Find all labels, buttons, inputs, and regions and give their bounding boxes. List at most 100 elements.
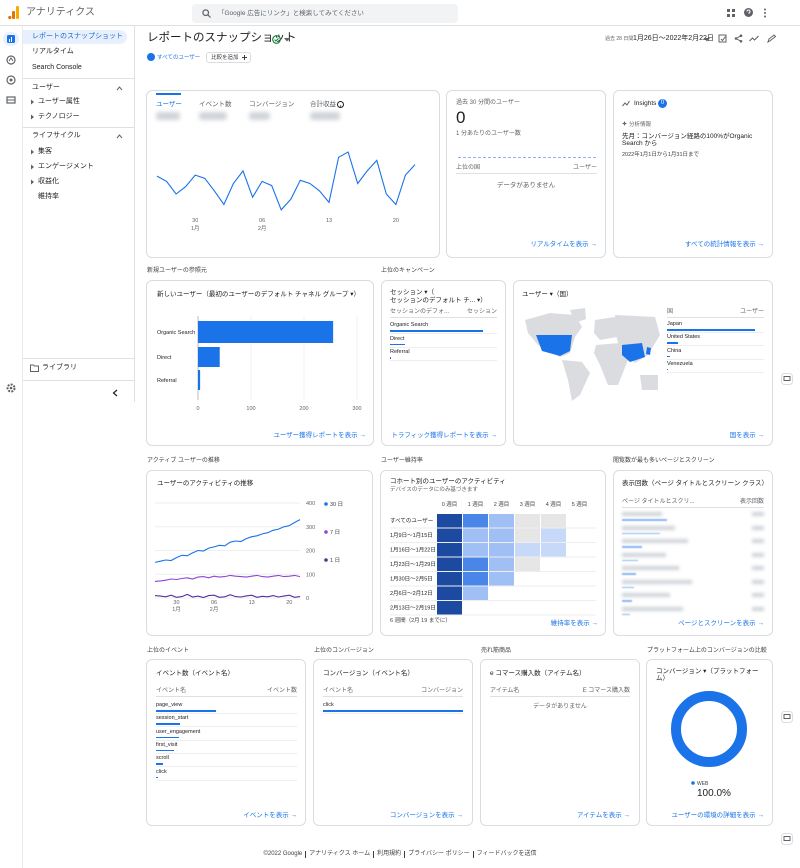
rail-explore[interactable] bbox=[6, 55, 16, 65]
share-icon[interactable] bbox=[734, 34, 743, 43]
metric-tab[interactable]: 合計収益 bbox=[310, 101, 336, 108]
apps-icon[interactable] bbox=[727, 9, 735, 17]
folder-icon[interactable] bbox=[30, 364, 39, 372]
link[interactable]: ユーザーの環境の詳細を表示 → bbox=[671, 812, 764, 819]
legend-label: 1 日 bbox=[330, 557, 340, 564]
search-icon[interactable] bbox=[202, 9, 211, 18]
insights-icon[interactable] bbox=[749, 34, 760, 43]
expand-arrow[interactable] bbox=[30, 179, 35, 185]
link[interactable]: ページとスクリーンを表示 → bbox=[678, 620, 764, 627]
footer-link[interactable]: 利用規約 bbox=[373, 851, 404, 858]
search-placeholder[interactable]: 「Google 広告にリンク」と検索してみてください bbox=[218, 10, 364, 17]
row-divider bbox=[390, 360, 497, 361]
link[interactable]: トラフィック獲得レポートを表示 → bbox=[391, 432, 497, 439]
feedback-icon[interactable] bbox=[781, 711, 793, 723]
add-icon[interactable] bbox=[242, 55, 247, 60]
nav-group-title[interactable]: ユーザー bbox=[32, 84, 60, 91]
column-header: 表示回数 bbox=[739, 499, 764, 505]
link[interactable]: アイテムを表示 → bbox=[576, 812, 630, 819]
link[interactable]: ユーザー獲得レポートを表示 → bbox=[273, 432, 366, 439]
segment-chip[interactable]: すべてのユーザー bbox=[157, 55, 201, 61]
metric-tab[interactable]: コンバージョン bbox=[249, 101, 295, 108]
link[interactable]: 維持率を表示 → bbox=[550, 620, 598, 627]
status-icon[interactable] bbox=[272, 35, 281, 44]
metric-tab[interactable]: イベント数 bbox=[199, 101, 232, 108]
product-name: アナリティクス bbox=[26, 7, 95, 18]
row-label: first_visit bbox=[156, 741, 178, 748]
expand-arrow-part bbox=[31, 99, 34, 105]
customize-icon[interactable] bbox=[767, 34, 776, 43]
expand-arrow[interactable] bbox=[30, 99, 35, 105]
link[interactable]: すべての統計情報を表示 → bbox=[684, 241, 764, 248]
column-header: ページ タイトルとスクリ... bbox=[622, 499, 695, 505]
bar bbox=[198, 321, 334, 343]
date-dropdown[interactable] bbox=[704, 38, 710, 42]
sidebar-active[interactable] bbox=[23, 30, 127, 44]
column-header: イベント数 bbox=[266, 688, 297, 694]
line-chart: 0 100 200 300 400 30 06 13 20 1月 2月 30 日 7 日 1 日 bbox=[154, 501, 343, 613]
link[interactable]: イベントを表示 → bbox=[243, 812, 297, 819]
cohort-cell bbox=[463, 528, 488, 542]
feedback-icon-part bbox=[781, 711, 793, 723]
expand-arrow[interactable] bbox=[30, 149, 35, 155]
link[interactable]: コンバージョンを表示 → bbox=[389, 812, 463, 819]
feedback-icon[interactable] bbox=[781, 373, 793, 385]
menu-icon[interactable] bbox=[763, 8, 767, 18]
feedback-icon-part bbox=[781, 833, 793, 845]
expand-arrow[interactable] bbox=[30, 114, 35, 120]
nav-item[interactable]: テクノロジー bbox=[38, 113, 80, 120]
collapse-icon[interactable] bbox=[116, 85, 123, 91]
help-icon[interactable] bbox=[337, 101, 344, 108]
nav-item[interactable]: 集客 bbox=[38, 148, 52, 155]
link[interactable]: 国を表示 → bbox=[729, 432, 764, 439]
card-title: ユーザー ▾（国） bbox=[522, 291, 573, 298]
nav-item[interactable]: ユーザー属性 bbox=[38, 98, 80, 105]
europe bbox=[594, 317, 617, 340]
cohort-cell bbox=[437, 557, 462, 571]
sparkle-icon-part bbox=[622, 121, 627, 126]
value-label: 100.0% bbox=[697, 788, 731, 799]
footer-link[interactable]: フィードバックを送信 bbox=[472, 851, 540, 858]
column-header: コンバージョン bbox=[421, 688, 463, 694]
search-box[interactable] bbox=[192, 4, 458, 23]
share-edit-icon[interactable] bbox=[718, 34, 727, 43]
date-range[interactable]: 1月26日～2022年2月22日 bbox=[633, 35, 714, 42]
nav-item[interactable]: Search Console bbox=[32, 64, 82, 71]
sparkle-icon bbox=[622, 121, 627, 126]
rail-ads[interactable] bbox=[6, 75, 16, 85]
expand-arrow[interactable] bbox=[30, 164, 35, 170]
footer-link[interactable]: プライバシー ポリシー bbox=[404, 851, 473, 858]
rail-config[interactable] bbox=[6, 95, 16, 105]
rail-reports[interactable] bbox=[6, 34, 16, 44]
insight-text: 先月：コンバージョン経路の100%がOrganic Search から bbox=[622, 133, 753, 148]
compare-chip-label[interactable]: 比較を追加 bbox=[211, 55, 239, 61]
footer-link[interactable]: アナリティクス ホーム bbox=[305, 851, 373, 858]
collapse-sidebar[interactable] bbox=[112, 389, 118, 397]
nav-item[interactable]: 収益化 bbox=[38, 178, 59, 185]
settings-icon[interactable] bbox=[6, 383, 16, 393]
menu-icon-part bbox=[764, 12, 766, 14]
nav-item[interactable]: レポートのスナップショット bbox=[32, 33, 123, 40]
nav-item[interactable]: リアルタイム bbox=[32, 48, 74, 55]
bar bbox=[198, 370, 201, 390]
link[interactable]: リアルタイムを表示 → bbox=[530, 241, 597, 248]
cohort-cell bbox=[437, 586, 462, 600]
y-tick-label: 300 bbox=[306, 525, 315, 531]
feedback-icon[interactable] bbox=[781, 833, 793, 845]
nav-item[interactable]: エンゲージメント bbox=[38, 163, 94, 170]
compare-chip[interactable] bbox=[206, 52, 251, 63]
nav-group-title[interactable]: ライフサイクル bbox=[32, 132, 81, 139]
help-icon[interactable] bbox=[744, 8, 753, 17]
nav-item[interactable]: ライブラリ bbox=[42, 364, 77, 371]
table-divider bbox=[490, 696, 630, 697]
expand-arrow-part bbox=[31, 179, 34, 185]
nav-item[interactable]: 維持率 bbox=[38, 193, 59, 200]
status-dropdown[interactable] bbox=[284, 38, 290, 42]
metric-tab[interactable]: ユーザー bbox=[156, 101, 182, 108]
collapse-icon-part bbox=[116, 86, 123, 91]
australia bbox=[640, 375, 658, 390]
add-icon-part bbox=[242, 55, 247, 60]
collapse-icon[interactable] bbox=[116, 133, 123, 139]
blurred-bar bbox=[622, 600, 632, 602]
insights-badge bbox=[658, 99, 667, 108]
